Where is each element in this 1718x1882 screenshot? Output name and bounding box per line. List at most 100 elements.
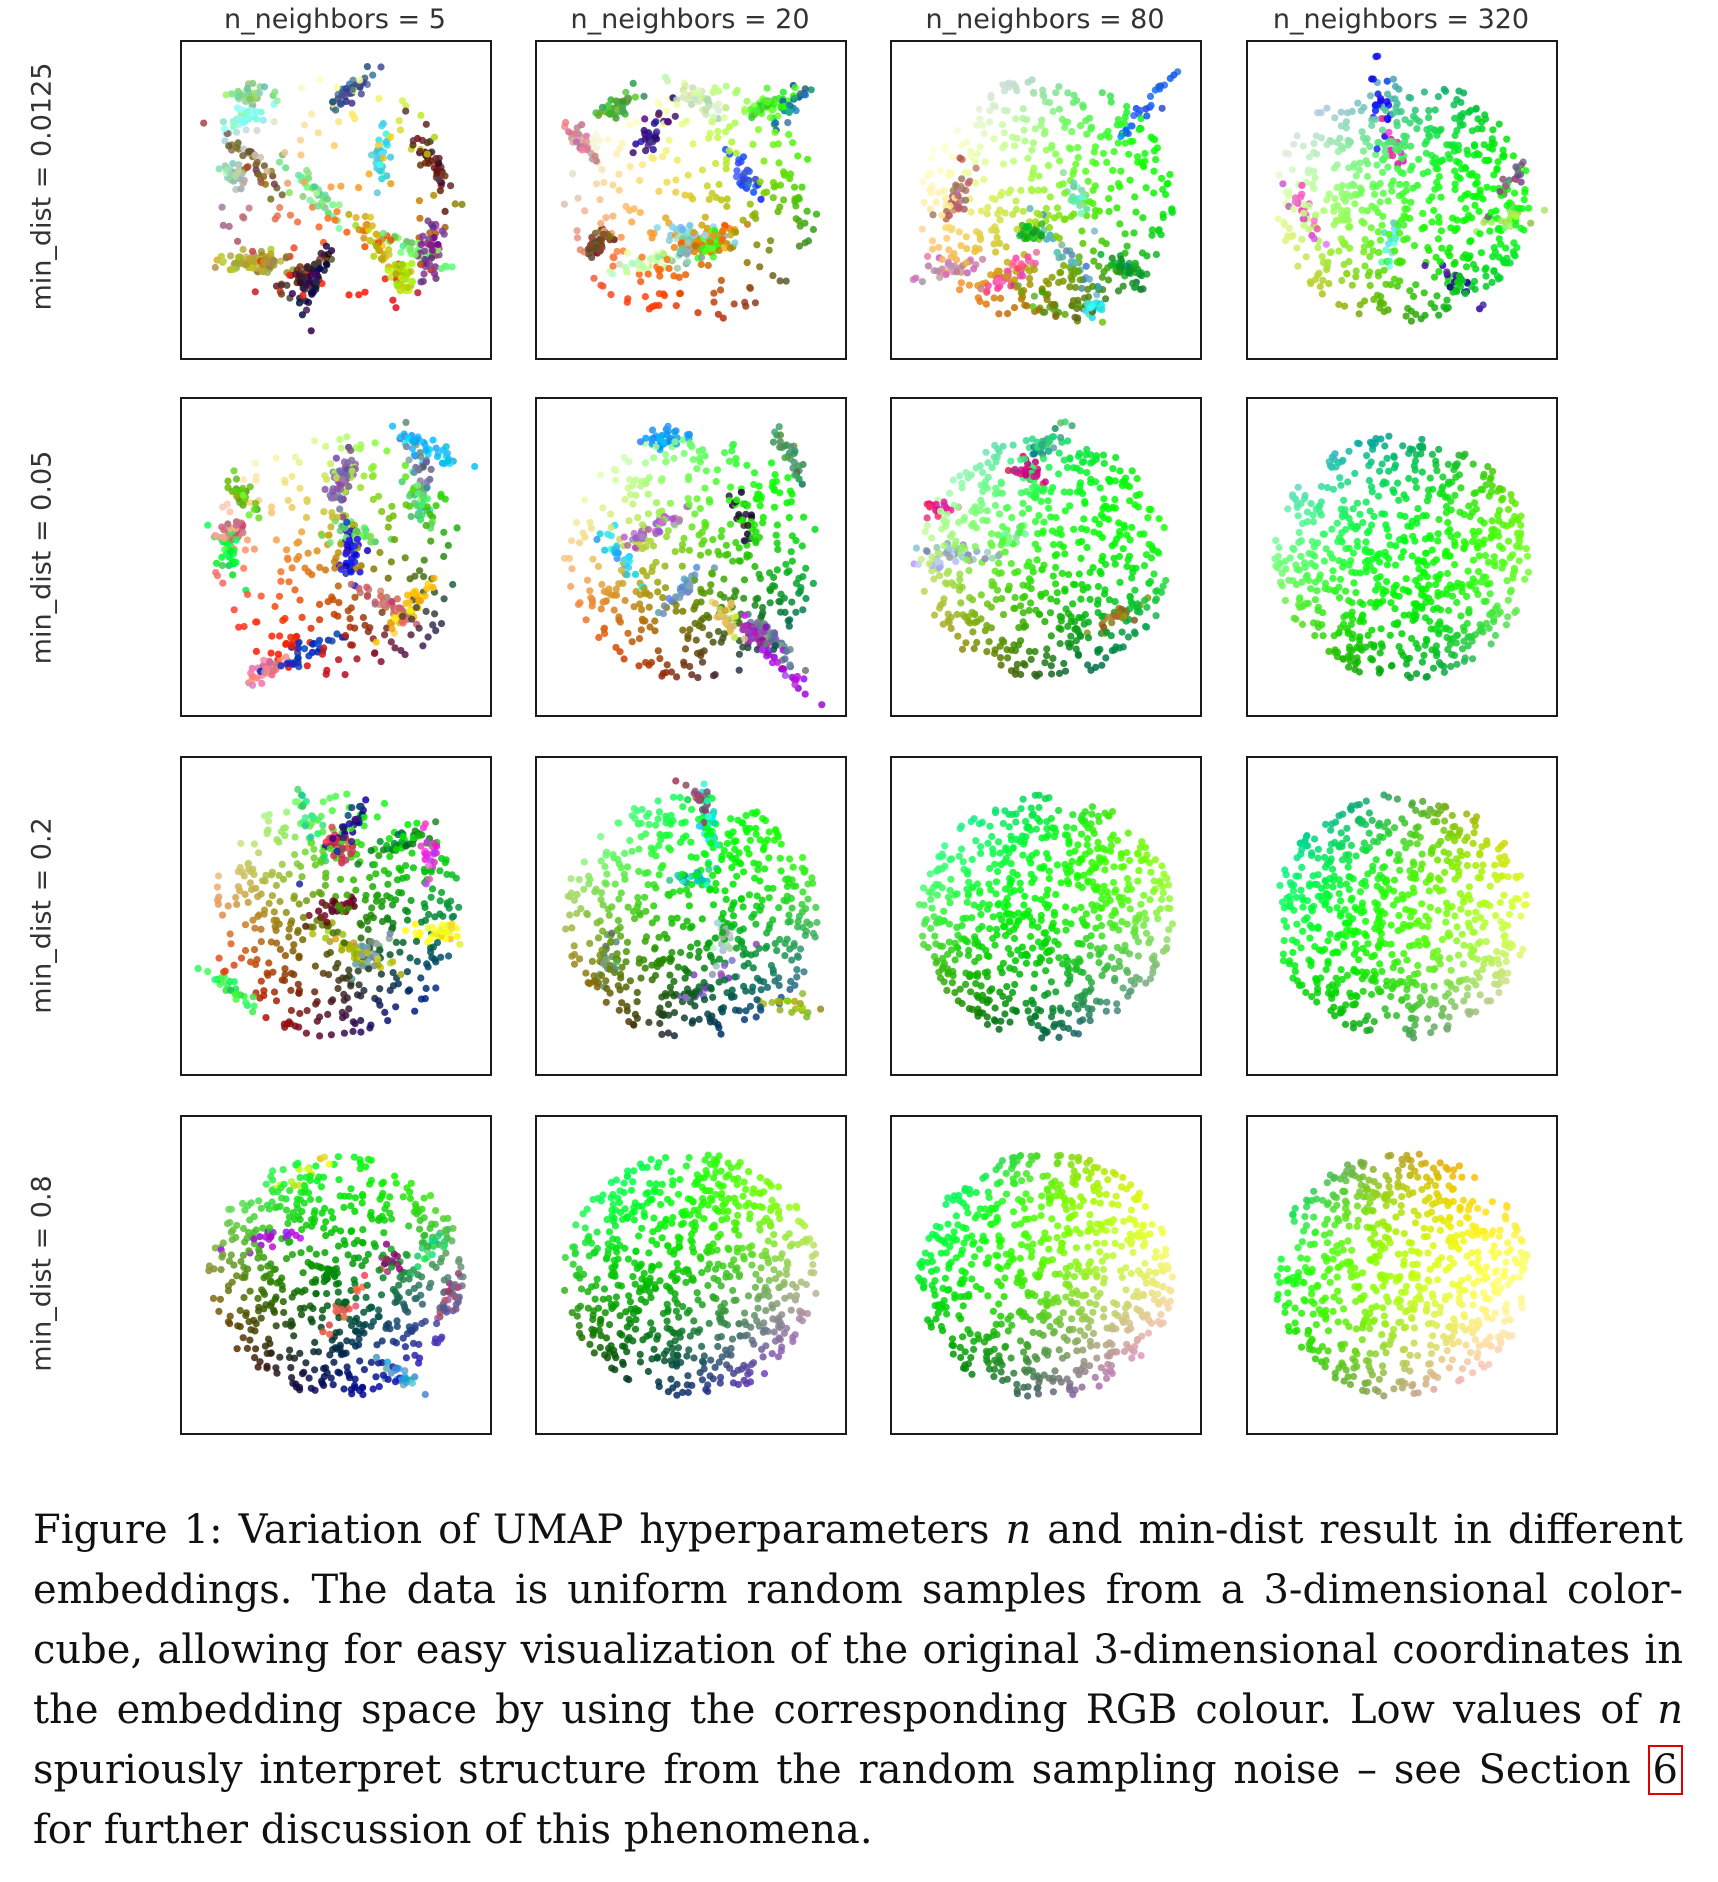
scatter-point [598,580,606,589]
scatter-point [266,658,274,666]
scatter-point [954,503,962,511]
scatter-point [594,111,603,120]
scatter-point [382,138,391,146]
scatter-point [683,250,691,258]
scatter-point [1472,104,1480,112]
scatter-point [1128,523,1136,531]
scatter-point [260,173,268,181]
scatter-point [365,170,373,178]
scatter-point [927,154,935,162]
scatter-point [919,178,927,186]
scatter-point [296,596,304,604]
scatter-point [343,542,351,550]
scatter-point [638,253,646,261]
scatter-point [1035,306,1043,314]
scatter-point [1300,201,1308,209]
scatter-point [275,158,284,166]
scatter-point [304,298,313,306]
scatter-point [1354,99,1362,107]
scatter-point [624,541,632,549]
scatter-point [694,674,702,682]
scatter-point [333,208,341,216]
scatter-point [1038,220,1046,228]
scatter-point [1071,625,1079,633]
scatter-point [1112,453,1120,462]
scatter-point [1025,505,1033,513]
scatter-point [1300,221,1308,229]
scatter-point [1389,75,1397,83]
scatter-point [1099,552,1107,560]
scatter-point [285,578,293,586]
scatter-points [1271,432,1532,682]
scatter-point [602,214,610,222]
scatter-point [1345,258,1353,266]
scatter-point [673,673,681,681]
scatter-point [648,563,657,571]
scatter-point [709,672,718,680]
scatter-point [1072,258,1081,266]
scatter-point [1041,659,1049,667]
scatter-point [991,649,999,658]
scatter-point [225,222,233,230]
scatter-point [239,529,247,537]
scatter-point [1052,150,1060,158]
scatter-point [1436,258,1444,266]
scatter-point [731,119,739,127]
scatter-point [1365,476,1373,485]
scatter-point [620,454,628,462]
scatter-point [1053,550,1061,559]
scatter-point [1118,628,1126,636]
scatter-point [782,647,791,656]
scatter-point [1098,237,1106,245]
scatter-point [783,568,791,577]
scatter-point [751,601,759,609]
scatter-point [263,268,272,277]
scatter-point [787,443,795,451]
scatter-point [1406,287,1414,295]
scatter-point [661,584,670,592]
scatter-point [984,548,992,556]
scatter-point [799,606,807,614]
scatter-point [696,454,704,462]
scatter-point [1013,225,1021,233]
scatter-point [730,300,738,308]
scatter-point [1065,643,1073,651]
scatter-point [1076,479,1085,487]
scatter-point [343,433,351,441]
scatter-point [1120,477,1128,485]
scatter-point [1074,267,1082,276]
scatter-point [616,144,624,153]
scatter-point [391,261,399,269]
scatter-point [973,638,981,647]
scatter-point [942,271,950,279]
scatter-point [284,179,292,187]
scatter-point [357,562,365,570]
scatter-point [1313,225,1321,233]
scatter-point [981,481,989,490]
scatter-point [1110,554,1118,562]
scatter-point [1333,184,1341,192]
scatter-point [977,285,985,293]
scatter-point [685,546,693,554]
scatter-point [689,195,697,203]
scatter-point [804,155,812,163]
scatter-point [1462,263,1471,271]
scatter-point [1421,262,1429,270]
scatter-point [625,563,633,572]
scatter-point [1048,141,1056,149]
scatter-point [733,496,741,504]
row-label-min-dist-0.2: min_dist = 0.2 [26,817,58,1014]
scatter-point [651,617,659,625]
scatter-point [985,638,993,646]
scatter-point [1089,158,1097,166]
scatter-point [624,629,632,637]
scatter-point [771,631,779,639]
scatter-point [1082,262,1090,270]
scatter-point [962,138,971,147]
scatter-point [739,176,747,184]
scatter-point [708,118,716,126]
scatter-point [679,607,687,615]
scatter-point [1146,92,1155,100]
scatter-point [1029,484,1037,492]
scatter-point [397,274,405,282]
